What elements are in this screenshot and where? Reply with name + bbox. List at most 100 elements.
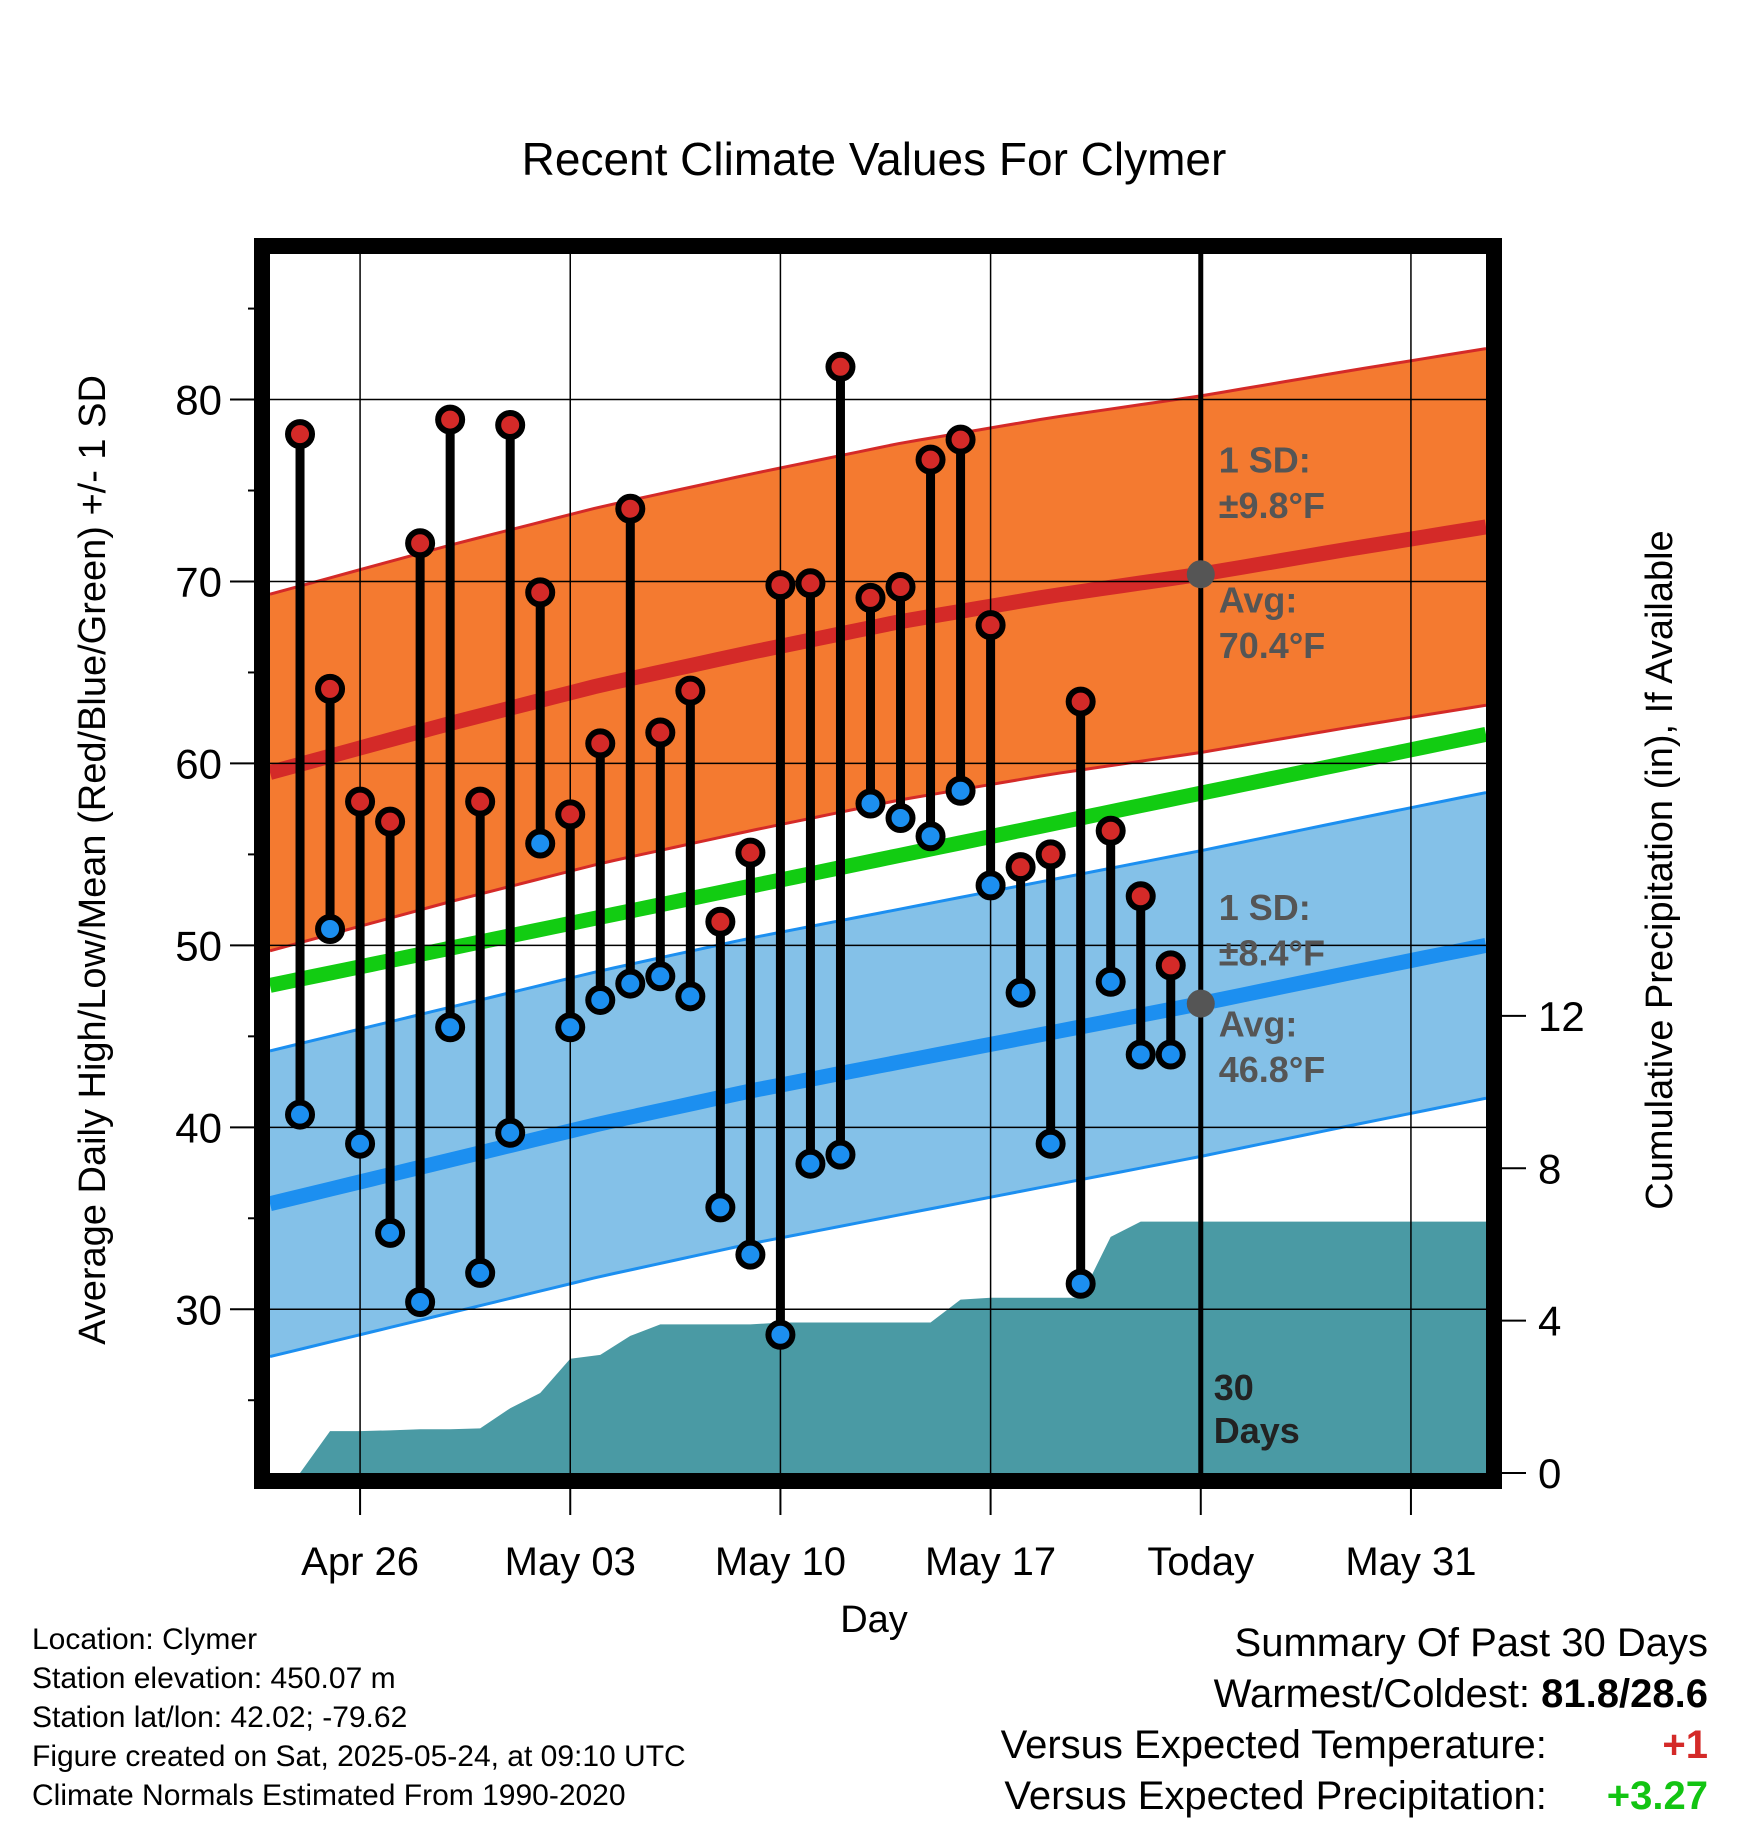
axes: 30 40 50 60 70 80 0 4 8 12 Apr 26 May 03 May 10 May 1… xyxy=(175,238,1585,1584)
low-sd-value: ±8.4°F xyxy=(1219,932,1325,973)
warmest-coldest-value: 81.8/28.6 xyxy=(1541,1672,1708,1716)
high-temp-point xyxy=(345,786,376,817)
low-temp-point xyxy=(765,1319,796,1350)
high-avg-line xyxy=(270,519,1486,780)
y-tick-label: 40 xyxy=(175,1104,222,1151)
high-temp-point xyxy=(435,404,466,435)
low-temp-point xyxy=(705,1192,736,1223)
low-temp-point xyxy=(285,1099,316,1130)
high-temp-point xyxy=(1065,686,1096,717)
high-avg-value: 70.4°F xyxy=(1219,625,1325,666)
warmest-coldest-row: Warmest/Coldest: 81.8/28.6 xyxy=(1001,1669,1708,1720)
precip-departure-value: +3.27 xyxy=(1606,1774,1708,1818)
high-temp-point xyxy=(765,570,796,601)
high-temp-point xyxy=(675,675,706,706)
precip-departure-row: Versus Expected Precipitation: +3.27 xyxy=(1001,1771,1708,1822)
y-tick-label: 50 xyxy=(175,922,222,969)
high-temp-point xyxy=(945,424,976,455)
low-temp-point xyxy=(375,1217,406,1248)
low-temp-point xyxy=(1155,1039,1186,1070)
high-temp-point xyxy=(585,728,616,759)
x-tick-label: May 03 xyxy=(505,1540,636,1584)
x-tick-label: May 10 xyxy=(715,1540,846,1584)
low-temp-point xyxy=(435,1012,466,1043)
precip-departure-label: Versus Expected Precipitation: xyxy=(1004,1774,1547,1818)
warmest-coldest-label: Warmest/Coldest: xyxy=(1213,1672,1531,1716)
y2-tick-label: 4 xyxy=(1538,1298,1561,1345)
x-tick-label: May 31 xyxy=(1345,1540,1476,1584)
low-temp-point xyxy=(675,981,706,1012)
high-temp-point xyxy=(855,582,886,613)
high-temp-point xyxy=(495,410,526,441)
low-temp-point xyxy=(615,968,646,999)
low-temp-point xyxy=(825,1139,856,1170)
high-temp-point xyxy=(375,806,406,837)
elevation-text: Station elevation: 450.07 m xyxy=(32,1662,396,1695)
low-sd-band-upper-edge xyxy=(270,791,1486,1053)
low-avg-label: Avg: xyxy=(1219,1003,1298,1044)
low-temp-point xyxy=(735,1239,766,1270)
low-temp-point xyxy=(555,1012,586,1043)
y-tick-label: 70 xyxy=(175,558,222,605)
high-temp-point xyxy=(1125,881,1156,912)
high-temp-point xyxy=(405,528,436,559)
low-avg-line xyxy=(270,938,1486,1212)
y-tick-label: 30 xyxy=(175,1286,222,1333)
low-temp-point xyxy=(585,984,616,1015)
y2-tick-label: 12 xyxy=(1538,993,1585,1040)
high-temp-point xyxy=(1035,839,1066,870)
low-temp-point xyxy=(345,1128,376,1159)
high-temp-point xyxy=(705,906,736,937)
low-temp-point xyxy=(465,1257,496,1288)
today-days-number: 30 xyxy=(1214,1367,1254,1408)
high-temp-point xyxy=(555,799,586,830)
high-avg-label: Avg: xyxy=(1219,579,1298,620)
temp-departure-value: +1 xyxy=(1662,1723,1708,1767)
high-temp-point xyxy=(1095,815,1126,846)
chart-title: Recent Climate Values For Clymer xyxy=(522,133,1227,185)
high-temp-point xyxy=(915,444,946,475)
low-temp-point xyxy=(945,775,976,806)
low-temp-point xyxy=(1035,1128,1066,1159)
temp-departure-row: Versus Expected Temperature: +1 xyxy=(1001,1720,1708,1771)
low-temp-point xyxy=(525,828,556,859)
high-sd-value: ±9.8°F xyxy=(1219,485,1325,526)
high-temp-point xyxy=(825,351,856,382)
summary-title: Summary Of Past 30 Days xyxy=(1234,1621,1708,1665)
low-temp-point xyxy=(855,788,886,819)
y-tick-label: 80 xyxy=(175,377,222,424)
low-temp-point xyxy=(1095,966,1126,997)
low-temp-point xyxy=(495,1117,526,1148)
high-avg-today-marker xyxy=(1186,560,1215,589)
low-sd-band-lower-edge xyxy=(270,1096,1486,1359)
y2-axis-label: Cumulative Precipitation (in), If Availa… xyxy=(1639,530,1681,1209)
high-temp-point xyxy=(885,571,916,602)
low-temp-point xyxy=(1125,1039,1156,1070)
summary-panel: Summary Of Past 30 Days Warmest/Coldest:… xyxy=(1001,1618,1708,1822)
high-sd-label: 1 SD: xyxy=(1219,439,1311,480)
high-temp-point xyxy=(525,577,556,608)
high-temp-point xyxy=(735,837,766,868)
high-temp-point xyxy=(1155,950,1186,981)
high-temp-point xyxy=(465,786,496,817)
low-temp-point xyxy=(1005,977,1036,1008)
low-temp-point xyxy=(1065,1268,1096,1299)
y2-tick-label: 8 xyxy=(1538,1145,1561,1192)
low-sd-label: 1 SD: xyxy=(1219,887,1311,928)
high-temp-point xyxy=(285,419,316,450)
high-temp-point xyxy=(795,568,826,599)
created-text: Figure created on Sat, 2025-05-24, at 09… xyxy=(32,1740,686,1773)
x-tick-label: May 17 xyxy=(925,1540,1056,1584)
low-temp-point xyxy=(975,870,1006,901)
high-temp-point xyxy=(615,493,646,524)
today-days-word: Days xyxy=(1214,1410,1300,1451)
plot-frame xyxy=(254,238,1502,1489)
x-tick-label: Today xyxy=(1147,1540,1254,1584)
mean-avg-line xyxy=(270,726,1486,993)
y2-tick-label: 0 xyxy=(1538,1450,1561,1497)
high-temp-point xyxy=(975,610,1006,641)
y-axis-label: Average Daily High/Low/Mean (Red/Blue/Gr… xyxy=(72,375,114,1345)
